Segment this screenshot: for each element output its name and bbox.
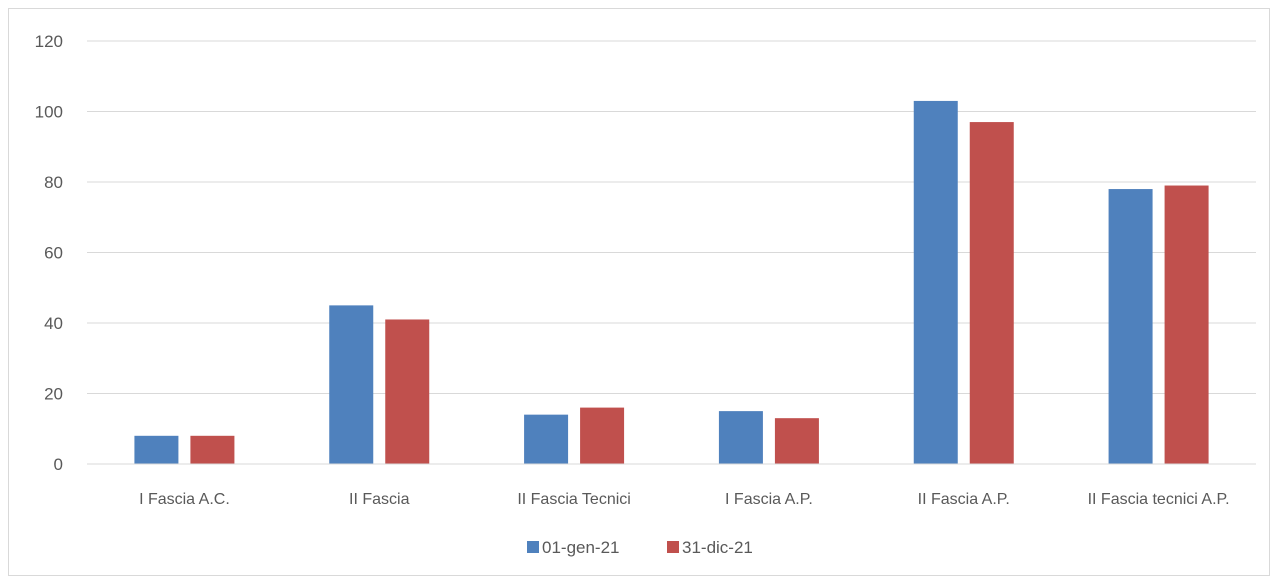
y-tick-label: 80 — [44, 173, 63, 192]
y-axis-ticks: 0 20 40 60 80 100 120 — [35, 32, 63, 474]
bars — [134, 100, 1209, 465]
y-tick-label: 120 — [35, 32, 63, 51]
legend-swatch — [527, 541, 539, 553]
bar-series-2 — [774, 418, 819, 464]
bar-series-2 — [190, 435, 235, 464]
legend: 01-gen-21 31-dic-21 — [527, 538, 753, 557]
y-tick-label: 40 — [44, 314, 63, 333]
bar-series-2 — [580, 407, 625, 464]
bar-series-1 — [134, 435, 179, 464]
legend-swatch — [667, 541, 679, 553]
gridlines — [87, 40, 1256, 394]
y-tick-label: 100 — [35, 103, 63, 122]
chart-frame — [8, 8, 1270, 576]
bar-series-2 — [385, 319, 430, 464]
y-tick-label: 0 — [54, 455, 63, 474]
bar-series-2 — [969, 122, 1014, 464]
bar-series-1 — [913, 100, 958, 465]
bar-series-1 — [1108, 189, 1153, 465]
x-category-label: II Fascia A.P. — [918, 491, 1010, 508]
x-category-label: II Fascia Tecnici — [517, 491, 631, 508]
bar-series-1 — [718, 411, 763, 464]
bar-series-1 — [329, 305, 374, 464]
bar-series-2 — [1164, 185, 1209, 464]
bar-series-1 — [524, 414, 569, 464]
x-category-label: II Fascia tecnici A.P. — [1088, 491, 1230, 508]
legend-label: 31-dic-21 — [682, 538, 753, 557]
x-category-label: II Fascia — [349, 491, 410, 508]
legend-label: 01-gen-21 — [542, 538, 620, 557]
x-category-label: I Fascia A.C. — [139, 491, 230, 508]
y-tick-label: 60 — [44, 244, 63, 263]
x-axis-labels: I Fascia A.C. II Fascia II Fascia Tecnici I… — [139, 491, 1230, 508]
x-category-label: I Fascia A.P. — [725, 491, 813, 508]
y-tick-label: 20 — [44, 385, 63, 404]
